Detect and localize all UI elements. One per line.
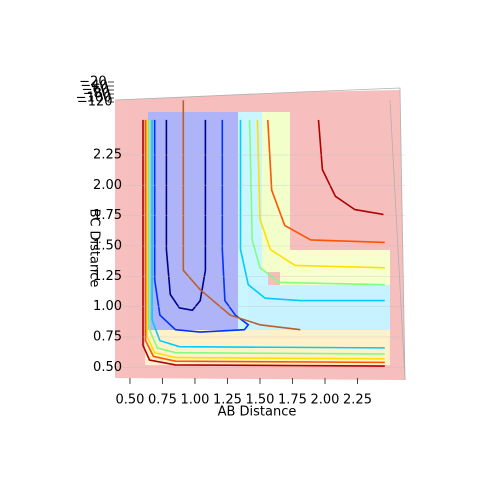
contour-line — [165, 119, 207, 312]
z-tick-label: −80 — [83, 87, 110, 102]
surface — [115, 90, 405, 380]
frame — [114, 87, 406, 381]
y-tick-label: 1.50 — [93, 239, 122, 254]
y-axis-label: BC Distance — [87, 209, 102, 288]
axes-frame — [114, 87, 406, 381]
z-tick-label: −60 — [82, 83, 109, 98]
y-tick-label: 0.50 — [93, 360, 122, 375]
x-tick-label: 1.50 — [245, 393, 274, 408]
x-axis-label: AB Distance — [218, 405, 297, 420]
frame — [389, 99, 406, 381]
x-tick-label: 1.00 — [180, 393, 209, 408]
y-tick-label: 1.00 — [93, 299, 122, 314]
y-tick-label: 1.25 — [93, 269, 122, 284]
z-tick-label: −120 — [77, 95, 113, 110]
surface-band — [262, 112, 290, 272]
y-tick-label: 2.00 — [93, 178, 122, 193]
contour-line — [153, 119, 250, 333]
x-tick-label: 2.25 — [343, 393, 372, 408]
x-tick-label: 0.75 — [148, 393, 177, 408]
y-tick-label: 2.25 — [93, 148, 122, 163]
y-tick-label: 1.75 — [93, 208, 122, 223]
x-tick-label: 1.25 — [213, 393, 242, 408]
contour-line — [182, 100, 301, 331]
x-tick-label: 2.00 — [311, 393, 340, 408]
contour-line — [144, 119, 385, 364]
y-tick-label: 0.75 — [93, 329, 122, 344]
z-tick-label: −100 — [76, 91, 112, 106]
contour-line — [151, 119, 385, 349]
contour-line — [142, 119, 385, 367]
contour-line — [148, 119, 385, 355]
x-tick-label: 0.50 — [115, 393, 144, 408]
z-tick-label: −20 — [79, 75, 106, 90]
plot-area — [142, 100, 385, 367]
z-tick-label: −40 — [80, 79, 107, 94]
surface-valley — [148, 112, 248, 350]
x-tick-label: 1.75 — [278, 393, 307, 408]
contour-line — [146, 119, 385, 360]
